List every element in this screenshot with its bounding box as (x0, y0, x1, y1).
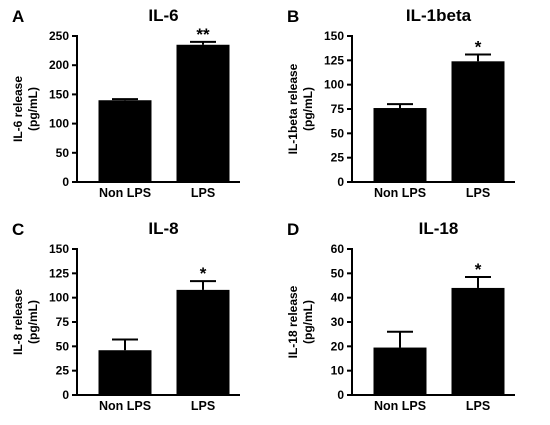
bar-lps (451, 287, 505, 395)
y-axis-label: (pg/mL) (301, 87, 315, 131)
bar-lps (176, 289, 230, 395)
y-tick-label: 0 (62, 175, 69, 189)
y-axis-label: IL-6 release (11, 76, 25, 142)
y-tick-label: 10 (331, 364, 345, 378)
panel-letter: A (12, 7, 24, 26)
chart-panel-a: A IL-6 0 50 100 150 200 250 IL-6 release (pg/mL) N… (0, 0, 275, 212)
y-tick-label: 0 (337, 388, 344, 402)
chart-panel-d: D IL-18 0 10 20 30 40 50 60 IL-18 release (pg/mL) N… (275, 213, 550, 425)
chart-svg-b: B IL-1beta 0 25 50 75 100 125 150 IL-1beta releas… (286, 6, 515, 200)
y-tick-label: 150 (49, 242, 69, 256)
y-tick-label: 150 (324, 29, 344, 43)
y-tick-label: 50 (331, 266, 345, 280)
significance-marker: * (475, 37, 482, 56)
y-tick-label: 125 (49, 266, 69, 280)
bar-non-lps (98, 350, 152, 395)
significance-marker: * (200, 264, 207, 283)
y-tick-label: 25 (331, 151, 345, 165)
chart-panel-b: B IL-1beta 0 25 50 75 100 125 150 IL-1beta releas… (275, 0, 550, 212)
chart-title: IL-18 (419, 219, 459, 238)
y-tick-label: 75 (56, 315, 70, 329)
x-category-label: Non LPS (99, 399, 151, 413)
y-axis-label: IL-1beta release (286, 63, 300, 154)
bar-lps (176, 44, 230, 183)
x-category-label: LPS (191, 399, 215, 413)
y-axis-label: (pg/mL) (26, 87, 40, 131)
y-tick-label: 50 (331, 126, 345, 140)
y-axis-label: (pg/mL) (26, 300, 40, 344)
chart-svg-d: D IL-18 0 10 20 30 40 50 60 IL-18 release (pg/mL) N… (286, 219, 515, 413)
y-tick-label: 100 (324, 78, 344, 92)
y-axis-label: IL-8 release (11, 289, 25, 355)
chart-svg-a: A IL-6 0 50 100 150 200 250 IL-6 release (pg/mL) N… (11, 6, 240, 200)
bar-non-lps (98, 100, 152, 182)
bar-lps (451, 61, 505, 182)
y-tick-label: 25 (56, 364, 70, 378)
chart-title: IL-8 (148, 219, 178, 238)
y-tick-label: 125 (324, 53, 344, 67)
x-category-label: Non LPS (374, 186, 426, 200)
y-tick-label: 200 (49, 58, 69, 72)
y-tick-label: 250 (49, 29, 69, 43)
chart-svg-c: C IL-8 0 25 50 75 100 125 150 IL-8 release (pg/mL)… (11, 219, 240, 413)
chart-title: IL-1beta (406, 6, 472, 25)
x-category-label: LPS (466, 186, 490, 200)
y-tick-label: 50 (56, 146, 70, 160)
x-category-label: Non LPS (99, 186, 151, 200)
y-tick-label: 150 (49, 87, 69, 101)
y-axis-label: IL-18 release (286, 285, 300, 358)
bar-non-lps (373, 108, 427, 182)
y-tick-label: 40 (331, 291, 345, 305)
y-axis-label: (pg/mL) (301, 300, 315, 344)
y-tick-label: 20 (331, 339, 345, 353)
significance-marker: * (475, 260, 482, 279)
chart-panel-c: C IL-8 0 25 50 75 100 125 150 IL-8 release (pg/mL)… (0, 213, 275, 425)
y-tick-label: 100 (49, 117, 69, 131)
x-category-label: Non LPS (374, 399, 426, 413)
chart-title: IL-6 (148, 6, 178, 25)
y-tick-label: 0 (337, 175, 344, 189)
bar-non-lps (373, 347, 427, 395)
panel-letter: C (12, 220, 24, 239)
y-tick-label: 60 (331, 242, 345, 256)
x-category-label: LPS (466, 399, 490, 413)
panel-letter: D (287, 220, 299, 239)
y-tick-label: 50 (56, 339, 70, 353)
y-tick-label: 100 (49, 291, 69, 305)
panel-letter: B (287, 7, 299, 26)
x-category-label: LPS (191, 186, 215, 200)
y-tick-label: 0 (62, 388, 69, 402)
significance-marker: ** (196, 25, 210, 44)
y-tick-label: 30 (331, 315, 345, 329)
y-tick-label: 75 (331, 102, 345, 116)
